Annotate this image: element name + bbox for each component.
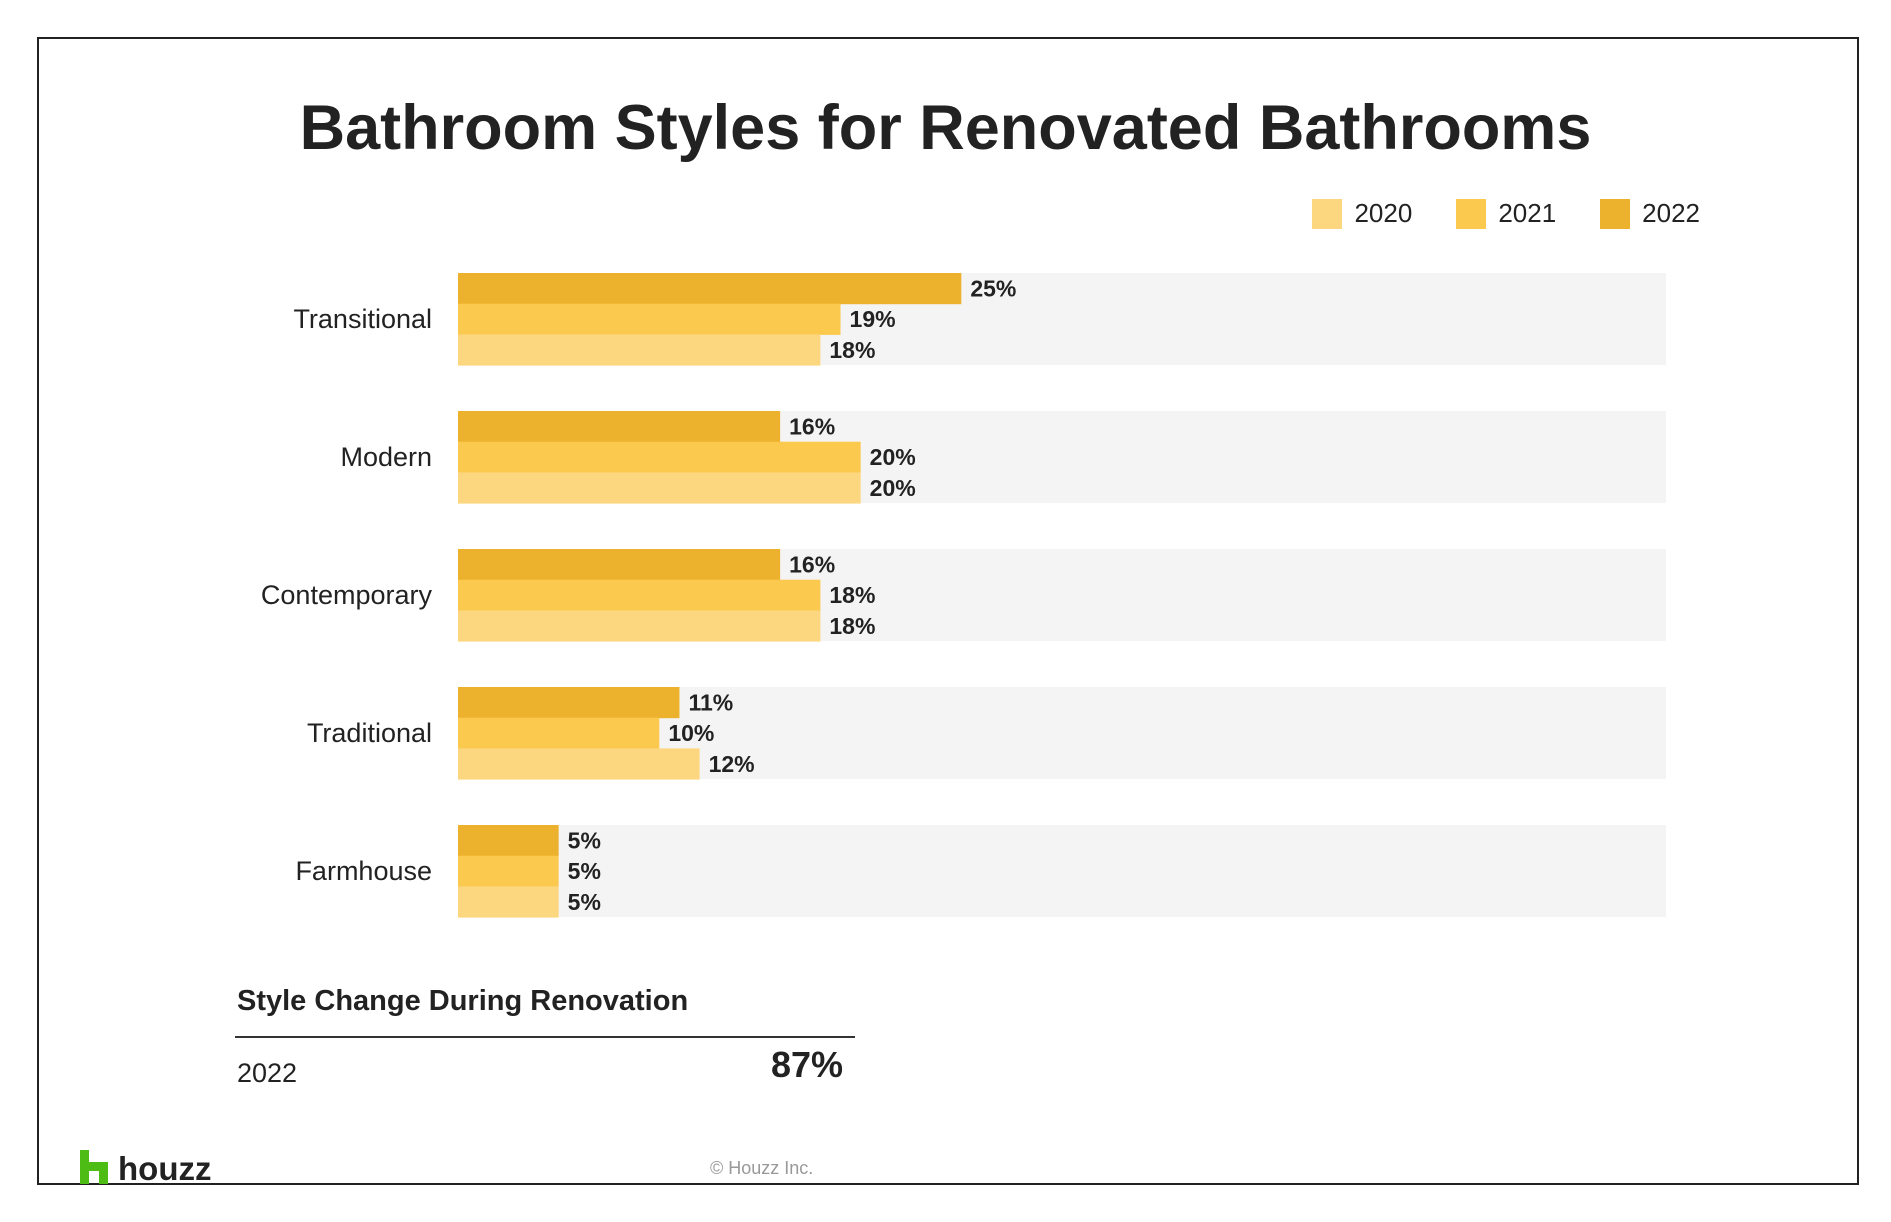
summary-title: Style Change During Renovation [237,985,689,1017]
value-label-farmhouse-2021: 5% [568,858,601,884]
summary-year: 2022 [237,1058,298,1088]
legend-item-2020: 2020 [1312,198,1412,229]
legend-swatch-2020 [1312,198,1343,229]
summary-value: 87% [770,1044,843,1085]
summary-divider [235,1036,855,1038]
value-label-contemporary-2021: 18% [829,582,875,608]
bar-chart: Transitional 25% 19% 18% Modern 16% 20% 20% Cont… [261,273,1666,918]
category-label-transitional: Transitional [293,304,432,334]
houzz-logo: houzz [80,1150,212,1187]
category-label-farmhouse: Farmhouse [295,856,432,886]
legend-label-2020: 2020 [1354,198,1413,228]
category-label-traditional: Traditional [307,718,432,748]
bar-modern-2022 [458,411,781,443]
value-label-transitional-2022: 25% [970,275,1016,301]
bar-traditional-2020 [458,748,700,780]
bar-modern-2021 [458,441,861,473]
value-label-contemporary-2022: 16% [789,551,835,577]
legend-swatch-2021 [1456,198,1487,229]
bar-transitional-2021 [458,303,841,335]
bar-traditional-2022 [458,687,680,719]
value-label-traditional-2020: 12% [709,751,755,777]
bar-traditional-2021 [458,717,660,749]
style-change-summary: Style Change During Renovation 2022 87% [235,985,855,1098]
value-label-modern-2022: 16% [789,413,835,439]
bar-farmhouse-2022 [458,825,559,857]
legend-label-2021: 2021 [1498,198,1557,228]
value-label-modern-2020: 20% [870,475,916,501]
legend-item-2021: 2021 [1456,198,1556,229]
bar-transitional-2022 [458,273,962,305]
value-label-modern-2021: 20% [870,444,916,470]
houzz-logo-icon [80,1150,108,1184]
houzz-logo-text: houzz [118,1150,212,1187]
value-label-traditional-2021: 10% [668,720,714,746]
track-farmhouse [458,825,1666,918]
value-label-transitional-2021: 19% [850,306,896,332]
legend-label-2022: 2022 [1642,198,1700,228]
value-label-farmhouse-2022: 5% [568,827,601,853]
chart-title: Bathroom Styles for Renovated Bathrooms [299,93,1592,163]
summary-row: 2022 87% [235,1038,855,1098]
value-label-contemporary-2020: 18% [829,613,875,639]
bar-farmhouse-2021 [458,855,559,887]
copyright: © Houzz Inc. [710,1158,814,1178]
bar-farmhouse-2020 [458,886,559,918]
legend-item-2022: 2022 [1600,198,1700,229]
category-label-modern: Modern [340,442,432,472]
legend: 2020 2021 2022 [1312,198,1700,229]
bar-contemporary-2022 [458,549,781,581]
bar-contemporary-2020 [458,610,821,642]
bar-contemporary-2021 [458,579,821,611]
bar-modern-2020 [458,472,861,504]
category-label-contemporary: Contemporary [261,580,433,610]
value-label-farmhouse-2020: 5% [568,889,601,915]
value-label-transitional-2020: 18% [829,337,875,363]
bar-transitional-2020 [458,334,821,366]
legend-swatch-2022 [1600,198,1631,229]
value-label-traditional-2022: 11% [688,689,733,715]
